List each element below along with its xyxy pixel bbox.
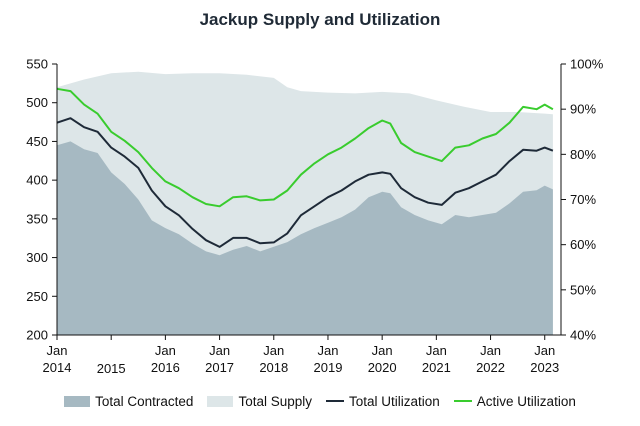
legend-swatch-total-supply <box>207 395 234 407</box>
chart-title: Jackup Supply and Utilization <box>199 10 441 29</box>
legend-item-total-contracted: Total Contracted <box>64 394 193 409</box>
x-tick-label: 2019 <box>314 360 343 375</box>
legend-label-total-contracted: Total Contracted <box>95 393 194 409</box>
legend-swatch-total-utilization <box>326 399 344 403</box>
line-layer <box>56 87 554 248</box>
x-tick-label: 2020 <box>368 360 397 375</box>
y-right-tick-label: 90% <box>570 102 596 117</box>
y-left-tick-label: 250 <box>26 289 48 304</box>
y-left-tick-label: 400 <box>26 173 48 188</box>
line-active-utilization <box>56 87 554 208</box>
x-tick-label: Jan <box>155 343 176 358</box>
x-tick-label: Jan <box>480 343 501 358</box>
x-tick-label: Jan <box>317 343 338 358</box>
y-left-tick-label: 350 <box>26 211 48 226</box>
legend-item-active-utilization: Active Utilization <box>453 393 576 409</box>
legend-label-active-utilization: Active Utilization <box>476 393 576 409</box>
x-tick-label: 2016 <box>151 360 180 375</box>
x-tick-label: 2018 <box>259 360 288 375</box>
area-layer <box>57 71 553 335</box>
x-tick-label: 2017 <box>205 360 234 375</box>
y-right-tick-label: 60% <box>570 237 596 252</box>
y-right-tick-label: 80% <box>570 147 596 162</box>
line-total-utilization <box>56 117 554 248</box>
y-left-tick-label: 450 <box>26 134 48 149</box>
y-left-tick-label: 200 <box>26 328 48 343</box>
x-tick-label: Jan <box>534 343 555 358</box>
y-left-tick-label: 550 <box>26 57 48 72</box>
x-tick-label: Jan <box>263 343 284 358</box>
y-right-tick-label: 40% <box>570 328 596 343</box>
x-tick-label: 2015 <box>97 361 126 376</box>
legend-swatch-total-contracted <box>64 395 91 407</box>
x-tick-label: Jan <box>372 343 393 358</box>
legend-label-total-utilization: Total Utilization <box>349 393 440 409</box>
legend-swatch-active-utilization <box>453 399 472 403</box>
x-tick-label: Jan <box>426 343 447 358</box>
y-left-tick-label: 500 <box>26 95 48 110</box>
x-tick-label: 2021 <box>422 360 451 375</box>
legend-item-total-supply: Total Supply <box>207 394 312 409</box>
y-right-tick-label: 100% <box>570 57 604 72</box>
area-total-contracted <box>57 141 553 335</box>
x-tick-label: Jan <box>209 343 230 358</box>
x-tick-label: Jan <box>47 343 68 358</box>
y-right-tick-label: 70% <box>570 192 596 207</box>
x-tick-label: 2014 <box>43 360 72 375</box>
axes-layer: 200 250 300 350 400 450 500 550 40% 50% 60% 70% 80% 9… <box>26 57 603 377</box>
x-tick-label: 2022 <box>476 360 505 375</box>
legend-label-total-supply: Total Supply <box>238 393 312 409</box>
y-left-tick-label: 300 <box>26 250 48 265</box>
legend-item-total-utilization: Total Utilization <box>326 394 440 409</box>
legend: Total Contracted Total Supply Total Util… <box>0 390 640 412</box>
y-right-tick-label: 50% <box>570 282 596 297</box>
x-tick-label: 2023 <box>530 360 559 375</box>
